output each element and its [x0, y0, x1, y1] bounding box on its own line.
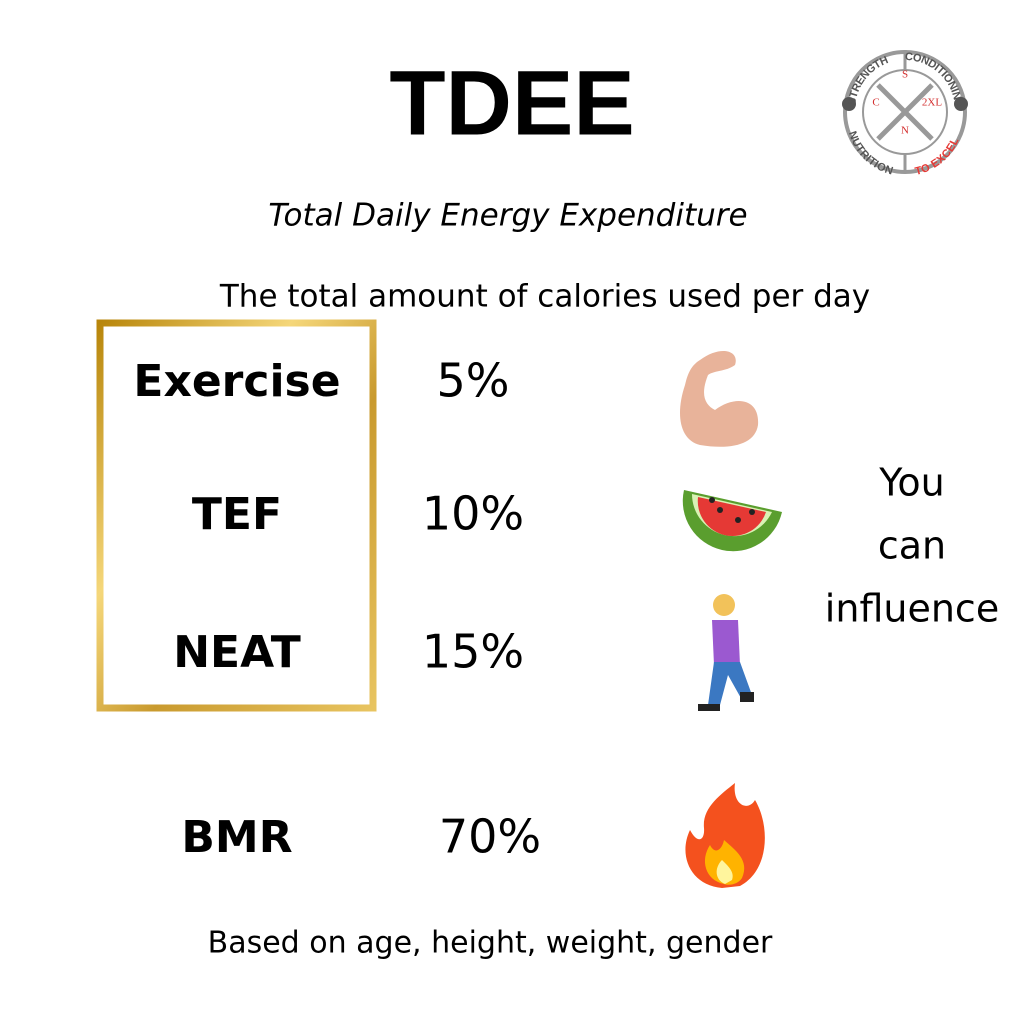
row-percent: 15%: [422, 625, 524, 679]
row-percent: 5%: [437, 354, 510, 408]
footer: Based on age, height, weight, gender: [208, 926, 773, 961]
walking-icon: [698, 594, 754, 711]
subtitle: Total Daily Energy Expenditure: [268, 198, 747, 234]
logo-letter: 2XL: [922, 97, 942, 109]
row-label: TEF: [192, 489, 282, 540]
muscle-icon: [680, 350, 759, 447]
rows: Exercise 5% TEF 10% NEAT 15% BMR 70%: [133, 354, 541, 864]
side-note-line: You: [878, 461, 945, 505]
row-label: BMR: [181, 812, 292, 863]
row-percent: 10%: [422, 487, 524, 541]
logo-letter: N: [901, 125, 909, 137]
title: TDEE: [389, 52, 634, 154]
gold-frame: [96, 319, 377, 712]
side-note: You can influence: [825, 461, 999, 631]
row-label: NEAT: [173, 627, 301, 678]
fire-icon: [685, 783, 765, 888]
row-label: Exercise: [133, 356, 340, 407]
description: The total amount of calories used per da…: [219, 279, 870, 315]
logo-letter: C: [872, 97, 879, 109]
side-note-line: influence: [825, 587, 999, 631]
watermelon-icon: [682, 490, 782, 552]
logo: STRENGTH CONDITIONING NUTRITION TO EXCEL…: [842, 50, 968, 178]
side-note-line: can: [878, 524, 946, 568]
row-percent: 70%: [439, 810, 541, 864]
logo-letter: S: [902, 69, 908, 81]
